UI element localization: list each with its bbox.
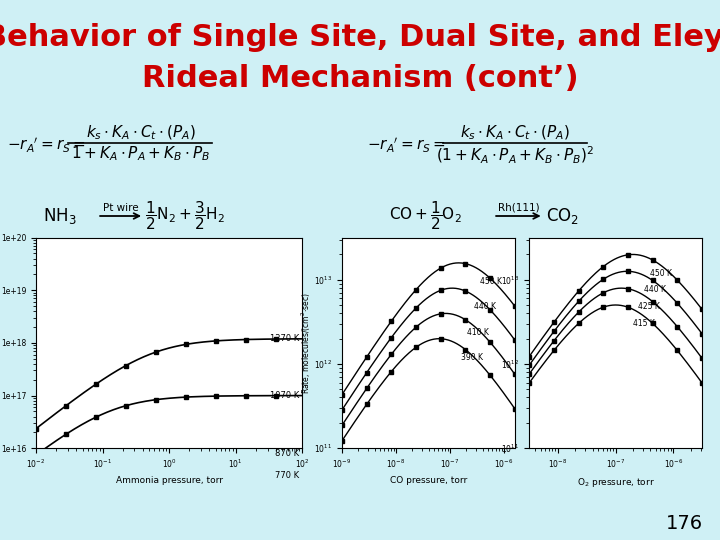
Text: $\mathrm{CO} + \dfrac{1}{2}\mathrm{O_2}$: $\mathrm{CO} + \dfrac{1}{2}\mathrm{O_2}$ <box>389 200 462 232</box>
Text: $-r_A{}^\prime = r_S = $: $-r_A{}^\prime = r_S = $ <box>367 136 446 156</box>
Text: 1070 K: 1070 K <box>270 391 300 400</box>
Text: 450 K: 450 K <box>480 277 503 286</box>
X-axis label: O$_2$ pressure, torr: O$_2$ pressure, torr <box>577 476 654 489</box>
Text: 1270 K: 1270 K <box>270 334 300 343</box>
Text: 415 K: 415 K <box>633 319 654 328</box>
Text: 390 K: 390 K <box>461 353 482 362</box>
Text: 410 K: 410 K <box>467 328 489 336</box>
Text: Pt wire: Pt wire <box>103 203 139 213</box>
Text: 440 K: 440 K <box>644 286 666 294</box>
X-axis label: Ammonia pressure, torr: Ammonia pressure, torr <box>116 476 222 485</box>
Text: $-r_A{}^\prime = r_S = $: $-r_A{}^\prime = r_S = $ <box>7 136 86 156</box>
Text: Behavior of Single Site, Dual Site, and Eley-: Behavior of Single Site, Dual Site, and … <box>0 23 720 52</box>
Text: $(1 + K_A \cdot P_A + K_B \cdot P_B)^2$: $(1 + K_A \cdot P_A + K_B \cdot P_B)^2$ <box>436 145 594 166</box>
Text: Rideal Mechanism (cont’): Rideal Mechanism (cont’) <box>142 64 578 93</box>
Text: 440 K: 440 K <box>474 302 496 312</box>
Text: 176: 176 <box>665 514 703 534</box>
Text: 770 K: 770 K <box>275 471 300 480</box>
Text: $k_s \cdot K_A \cdot C_t \cdot (P_A)$: $k_s \cdot K_A \cdot C_t \cdot (P_A)$ <box>86 123 195 141</box>
Text: $\dfrac{1}{2}\mathrm{N_2} + \dfrac{3}{2}\mathrm{H_2}$: $\dfrac{1}{2}\mathrm{N_2} + \dfrac{3}{2}… <box>145 200 225 232</box>
Text: 425 K: 425 K <box>639 302 660 312</box>
Y-axis label: Rate, molecules/(cm$^2$$\cdot$sec): Rate, molecules/(cm$^2$$\cdot$sec) <box>300 292 312 394</box>
Text: $1 + K_A \cdot P_A + K_B \cdot P_B$: $1 + K_A \cdot P_A + K_B \cdot P_B$ <box>71 145 210 163</box>
Text: 450 K: 450 K <box>650 268 672 278</box>
Text: $\mathrm{CO_2}$: $\mathrm{CO_2}$ <box>546 206 579 226</box>
X-axis label: CO pressure, torr: CO pressure, torr <box>390 476 467 485</box>
Text: $k_s \cdot K_A \cdot C_t \cdot (P_A)$: $k_s \cdot K_A \cdot C_t \cdot (P_A)$ <box>460 123 570 141</box>
Text: Rh(111): Rh(111) <box>498 203 539 213</box>
Text: $\mathrm{NH_3}$: $\mathrm{NH_3}$ <box>43 206 77 226</box>
Text: 870 K: 870 K <box>275 449 300 458</box>
